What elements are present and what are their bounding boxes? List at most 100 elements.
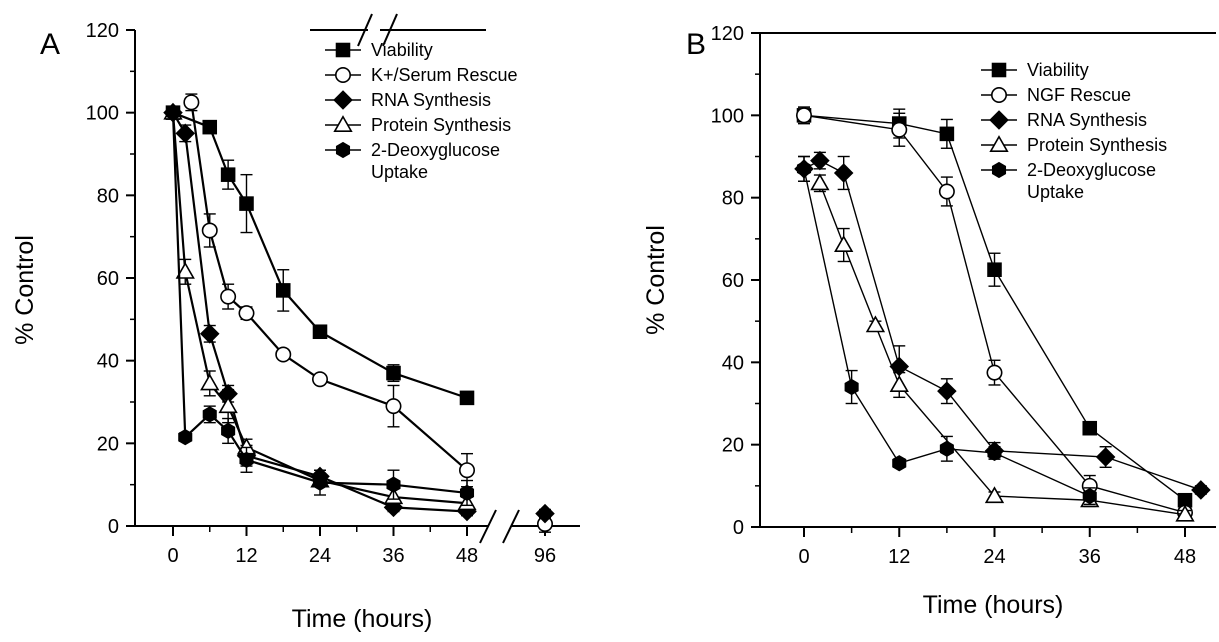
data-point [221, 422, 236, 440]
legend: Viability K+/Serum Rescue RNA Synthesis Pro… [325, 40, 518, 182]
axis-break-mark [479, 509, 497, 544]
x-tick-label: 0 [798, 546, 809, 568]
y-tick-label: 80 [97, 185, 119, 207]
data-point [459, 390, 475, 406]
data-point [986, 364, 1003, 381]
axis-break-mark [382, 13, 398, 47]
legend-entry: Protein Synthesis [371, 115, 511, 135]
y-axis-title: % Control [642, 225, 670, 335]
x-tick-label: 96 [534, 545, 556, 567]
y-tick-label: 20 [722, 435, 744, 457]
legend-entry-continued: Uptake [371, 162, 428, 182]
data-point [892, 455, 907, 472]
series-diamond [794, 150, 1211, 500]
data-point [220, 167, 236, 182]
data-point [459, 484, 475, 502]
data-point [165, 104, 181, 121]
series-line [171, 112, 468, 505]
data-point [1082, 488, 1097, 505]
data-point [938, 183, 955, 200]
data-point [239, 451, 254, 468]
data-point [795, 107, 812, 124]
data-point [889, 375, 909, 392]
x-axis-title: Time (hours) [292, 605, 433, 633]
legend-marker [989, 110, 1009, 130]
series-hexagon [796, 155, 1097, 506]
y-tick-label: 60 [97, 268, 119, 290]
data-point [984, 486, 1005, 504]
legend-marker [335, 141, 351, 159]
legend-entry: NGF Rescue [1027, 85, 1131, 105]
data-point [987, 444, 1002, 462]
data-point [1082, 420, 1098, 436]
x-tick-label: 36 [1079, 546, 1101, 568]
x-tick-label: 12 [235, 545, 257, 567]
axis-break-mark [502, 509, 520, 544]
data-point [183, 94, 200, 111]
data-point [1175, 504, 1195, 522]
data-point [202, 406, 217, 423]
data-point [834, 235, 854, 253]
x-axis-title: Time (hours) [923, 591, 1064, 619]
legend-entry-continued: Uptake [1027, 182, 1084, 202]
legend-marker [990, 87, 1007, 104]
y-tick-label: 100 [86, 103, 119, 125]
series-hexagon [165, 104, 475, 507]
data-point [312, 474, 328, 491]
x-tick-label: 36 [382, 545, 404, 567]
data-point [311, 371, 328, 388]
y-tick-label: 40 [97, 351, 119, 373]
series-circle [795, 106, 1194, 521]
y-tick-label: 0 [733, 517, 744, 539]
data-point [1191, 480, 1211, 500]
y-tick-label: 40 [722, 352, 744, 374]
series-triangle [810, 173, 1195, 522]
data-point [312, 324, 328, 340]
data-point [865, 315, 886, 333]
legend-entry: 2-Deoxyglucose [371, 140, 500, 160]
series-diamond [163, 102, 555, 524]
series-line [803, 159, 1202, 491]
data-point [238, 305, 255, 322]
legend-marker [991, 62, 1007, 78]
legend-marker [335, 42, 351, 58]
data-point [939, 440, 954, 457]
y-tick-label: 20 [97, 433, 119, 455]
data-point [178, 429, 193, 446]
legend: Viability NGF Rescue RNA Synthesis Protein … [981, 60, 1167, 202]
data-point [939, 126, 955, 142]
data-point [385, 398, 402, 415]
data-point [891, 121, 908, 138]
y-axis-title: % Control [11, 235, 39, 345]
legend-marker [333, 90, 353, 110]
panel-a-chart: A 0 20 40 60 80 100 120 0 12 24 36 48 96 Time (hours)%… [11, 13, 580, 633]
y-tick-label: 80 [722, 188, 744, 210]
series-line [803, 114, 1186, 501]
y-tick-label: 120 [711, 23, 744, 45]
data-point [386, 365, 401, 381]
series-square [165, 105, 475, 406]
y-tick-label: 100 [711, 105, 744, 127]
data-point [458, 462, 475, 479]
series-line [190, 102, 468, 472]
legend-marker [333, 115, 353, 133]
data-point [535, 503, 555, 524]
data-point [175, 261, 195, 279]
data-point [218, 396, 238, 414]
data-point [844, 378, 859, 396]
data-point [199, 324, 220, 344]
x-tick-label: 24 [309, 545, 331, 567]
data-point [810, 173, 830, 191]
data-point [201, 222, 218, 239]
legend-entry: RNA Synthesis [1027, 110, 1147, 130]
data-point [796, 160, 812, 177]
x-tick-label: 24 [983, 546, 1005, 568]
data-point [386, 476, 401, 493]
series-line [803, 168, 1091, 497]
legend-entry: Viability [371, 40, 433, 60]
legend-marker [991, 161, 1007, 179]
panel-label: A [40, 28, 60, 61]
legend-entry: Viability [1027, 60, 1089, 80]
y-tick-label: 120 [86, 20, 119, 42]
